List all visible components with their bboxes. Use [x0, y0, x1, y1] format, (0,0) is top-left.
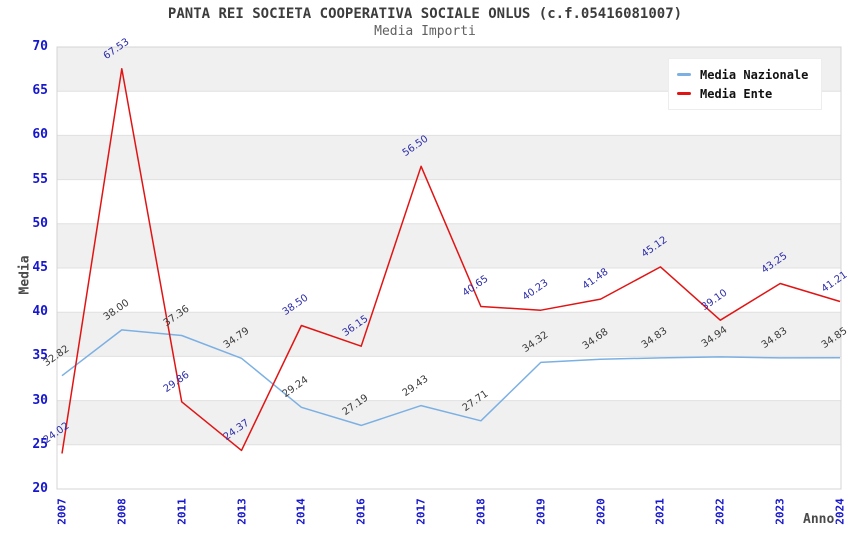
background-band	[57, 312, 841, 357]
x-axis-tick-label: 2013	[235, 498, 249, 525]
x-axis-tick-label: 2008	[115, 498, 129, 525]
background-band	[57, 356, 841, 401]
legend-item-media-nazionale: Media Nazionale	[677, 65, 821, 84]
x-axis-tick-label: 2020	[594, 498, 608, 525]
line-media-ente	[61, 68, 841, 454]
media-ente-line-swatch-icon	[677, 92, 691, 95]
x-axis-tick-label: 2007	[55, 498, 69, 525]
y-axis-tick-label: 25	[32, 436, 48, 452]
y-axis-tick-label: 35	[32, 348, 48, 364]
y-axis-tick-label: 20	[32, 481, 48, 496]
background-band	[57, 444, 841, 489]
chart-title: PANTA REI SOCIETA COOPERATIVA SOCIALE ON…	[167, 6, 683, 22]
y-axis-tick-label: 65	[32, 83, 48, 99]
x-axis-tick-label: 2011	[175, 498, 189, 525]
line-media-nazionale	[61, 329, 841, 427]
background-band	[57, 268, 841, 313]
x-axis-tick-label: 2023	[773, 498, 787, 525]
y-axis-tick-label: 40	[32, 304, 48, 320]
legend-label: Media Nazionale	[700, 67, 809, 82]
legend-label: Media Ente	[700, 86, 773, 101]
y-axis-title: Media	[17, 255, 33, 295]
x-axis-tick-label: 2019	[534, 498, 548, 525]
x-axis-tick-label: 2021	[653, 498, 667, 525]
y-axis-tick-label: 50	[32, 215, 48, 231]
y-axis-tick-label: 70	[32, 39, 48, 54]
background-band	[57, 400, 841, 445]
background-band	[57, 179, 841, 224]
media-nazionale-line-swatch-icon	[677, 73, 691, 76]
chart-subtitle: Media Importi	[374, 24, 476, 39]
y-axis-tick-label: 30	[32, 392, 48, 408]
x-axis-tick-label: 2018	[474, 498, 488, 525]
x-axis-tick-label: 2022	[713, 498, 727, 525]
legend-item-media-ente: Media Ente	[677, 84, 821, 103]
y-axis-tick-label: 60	[32, 127, 48, 143]
background-band	[57, 135, 841, 180]
x-axis-tick-label: 2017	[414, 498, 428, 525]
y-axis-tick-label: 45	[32, 260, 48, 275]
x-axis-tick-label: 2014	[294, 498, 308, 525]
plot-border	[56, 46, 842, 490]
y-axis-tick-label: 55	[32, 171, 48, 187]
chart-legend: Media Nazionale Media Ente	[668, 58, 822, 110]
x-axis-tick-label: 2024	[833, 498, 847, 525]
x-axis-tick-label: 2016	[354, 498, 368, 525]
x-axis-title: Anno	[803, 512, 835, 527]
